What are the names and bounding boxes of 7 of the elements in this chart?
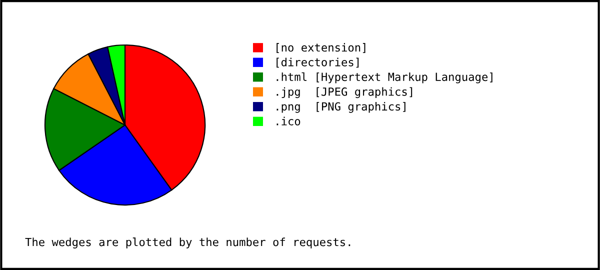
text: The wedges are plotted by the number of requests. bbox=[25, 238, 350, 248]
legend-label: [no extension] bbox=[276, 43, 366, 53]
legend-label: .ico bbox=[276, 116, 300, 126]
legend-label: .jpg [JPEG graphics] bbox=[276, 87, 412, 98]
legend-label: .png [PNG graphics] bbox=[276, 102, 406, 113]
legend-label: .html [Hypertext Markup Language] bbox=[276, 72, 492, 84]
legend-label: [directories] bbox=[276, 58, 359, 68]
